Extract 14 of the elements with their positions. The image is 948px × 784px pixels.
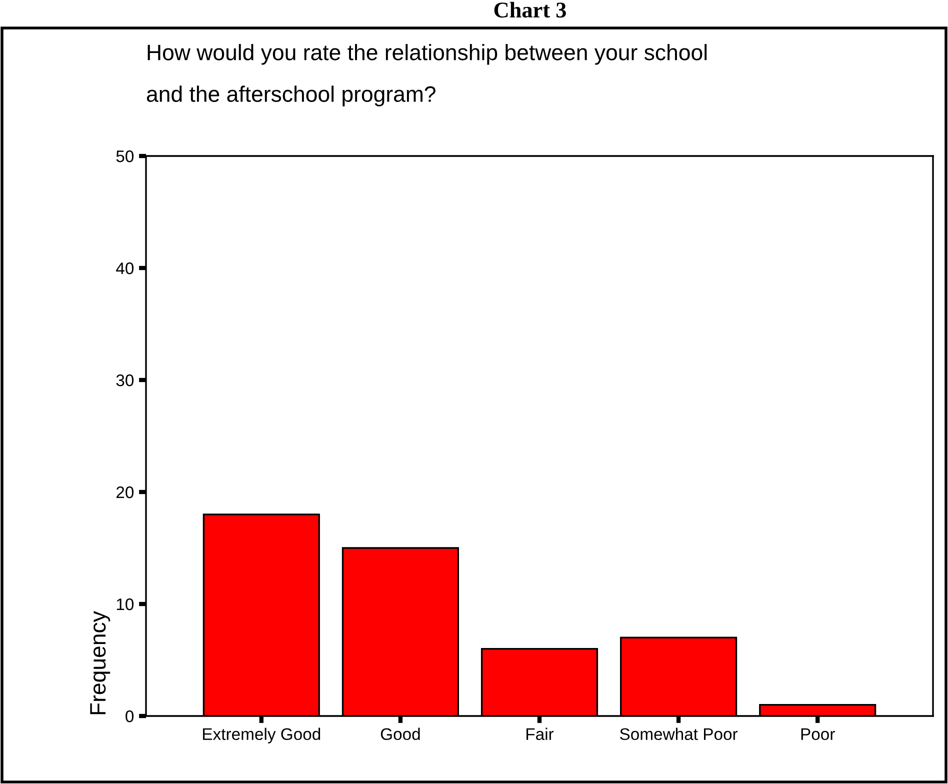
- chart-subtitle: How would you rate the relationship between your school and the afterschool program?: [146, 44, 707, 106]
- y-axis-title: Frequency: [90, 611, 110, 714]
- y-tick-label: 50: [116, 150, 134, 162]
- y-tick-label: 30: [116, 374, 134, 386]
- y-tick-label: 0: [126, 710, 134, 722]
- x-tick-label: Good: [380, 728, 420, 740]
- x-tick-label: Fair: [526, 728, 554, 740]
- x-tick-label: Extremely Good: [203, 728, 320, 744]
- y-tick-label: 40: [116, 262, 134, 274]
- y-tick-label: 20: [116, 486, 134, 498]
- y-tick-label: 10: [116, 598, 134, 610]
- x-tick-label: Poor: [801, 728, 835, 740]
- chart-title: Chart 3: [494, 2, 566, 18]
- x-tick-label: Somewhat Poor: [620, 728, 738, 740]
